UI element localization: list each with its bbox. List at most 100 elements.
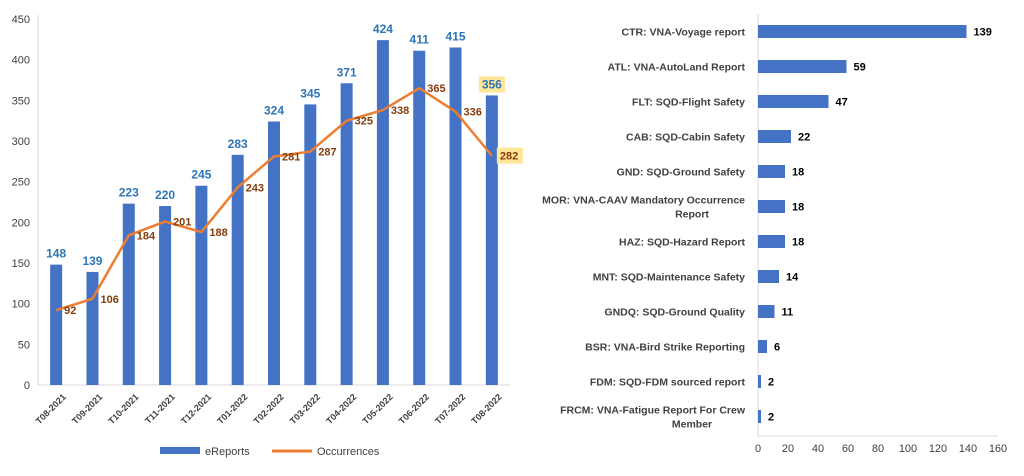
category-label-continued: Report: [675, 209, 709, 221]
y-tick-label: 50: [18, 339, 30, 351]
highlight-box: [496, 147, 523, 164]
report-type-data-label: 139: [974, 27, 992, 39]
report-type-data-label: 2: [768, 377, 774, 389]
ereports-bar: [376, 40, 389, 385]
x-tick-label: 20: [782, 443, 794, 455]
ereports-bar: [268, 121, 280, 385]
report-type-data-label: 18: [792, 202, 804, 214]
category-label: GNDQ: SQD-Ground Quality: [604, 307, 745, 319]
ereports-data-label: 223: [119, 186, 139, 200]
report-type-data-label: 11: [782, 307, 794, 319]
report-type-data-label: 18: [792, 167, 804, 179]
ereports-bar: [340, 83, 353, 386]
category-label: BSR: VNA-Bird Strike Reporting: [585, 342, 745, 354]
ereports-bar: [413, 50, 426, 385]
category-label: FRCM: VNA-Fatigue Report For Crew: [560, 405, 746, 417]
report-type-bar: [758, 95, 829, 108]
x-tick-label: T09-2021: [70, 392, 104, 426]
y-tick-label: 250: [12, 177, 30, 189]
legend: eReports Occurrences: [160, 446, 380, 458]
x-tick-label: T12-2021: [179, 392, 213, 426]
ereports-data-label: 356: [482, 77, 502, 91]
x-tick-label: T05-2022: [360, 392, 394, 426]
x-tick-label: 120: [929, 443, 947, 455]
report-type-bar: [758, 340, 767, 353]
x-tick-label: T04-2022: [324, 392, 358, 426]
ereports-bar: [86, 271, 99, 385]
highlight-box: [478, 76, 505, 93]
ereports-bar: [449, 47, 462, 385]
report-type-bar: [758, 60, 847, 73]
category-label: FDM: SQD-FDM sourced report: [590, 377, 746, 389]
occurrences-data-label: 338: [391, 105, 409, 117]
ereports-data-label: 283: [228, 137, 248, 151]
category-label: HAZ: SQD-Hazard Report: [619, 237, 746, 249]
x-tick-label: T08-2022: [469, 392, 503, 426]
ereports-bar: [122, 203, 135, 385]
occurrences-data-label: 243: [246, 182, 264, 194]
x-tick-label: 160: [989, 443, 1007, 455]
x-tick-label: T10-2021: [106, 392, 140, 426]
report-type-data-label: 18: [792, 237, 804, 249]
x-tick-label: T06-2022: [397, 392, 431, 426]
ereports-data-label: 245: [191, 168, 211, 182]
y-tick-label: 450: [12, 14, 30, 26]
ereports-data-label: 139: [82, 254, 102, 268]
legend-label-occurrences: Occurrences: [317, 446, 380, 458]
occurrences-data-label: 92: [64, 305, 76, 317]
report-type-bar: [758, 130, 791, 143]
x-tick-label: 140: [959, 443, 977, 455]
legend-label-ereports: eReports: [205, 446, 250, 458]
x-tick-label: T11-2021: [143, 392, 177, 426]
occurrences-data-label: 106: [100, 294, 118, 306]
occurrences-data-label: 336: [464, 107, 482, 119]
report-type-bar: [758, 25, 967, 38]
y-tick-label: 0: [24, 380, 30, 392]
x-tick-label: 100: [899, 443, 917, 455]
occurrences-data-label: 282: [500, 151, 518, 163]
occurrences-line: [55, 86, 493, 312]
report-type-data-label: 2: [768, 412, 774, 424]
category-label: GND: SQD-Ground Safety: [617, 167, 745, 179]
ereports-data-label: 411: [410, 33, 430, 47]
category-label: CAB: SQD-Cabin Safety: [626, 132, 745, 144]
y-tick-label: 200: [12, 217, 30, 229]
occurrences-data-label: 201: [173, 217, 191, 229]
report-type-bar: [758, 200, 785, 213]
category-label: FLT: SQD-Flight Safety: [632, 97, 745, 109]
ereports-data-label: 415: [446, 29, 466, 43]
x-tick-label: T02-2022: [252, 392, 286, 426]
ereports-data-label: 324: [264, 103, 284, 117]
y-tick-label: 350: [12, 95, 30, 107]
ereports-data-label: 148: [46, 247, 66, 261]
occurrences-data-label: 188: [209, 227, 227, 239]
occurrences-data-label: 365: [427, 83, 445, 95]
x-tick-label: 0: [755, 443, 761, 455]
report-type-bar: [758, 305, 775, 318]
ereports-data-label: 345: [300, 86, 320, 100]
category-label: CTR: VNA-Voyage report: [622, 27, 746, 39]
report-type-bar: [758, 410, 761, 423]
report-type-bar: [758, 235, 785, 248]
category-label: MOR: VNA-CAAV Mandatory Occurrence: [542, 195, 745, 207]
x-tick-label: T07-2022: [433, 392, 467, 426]
ereports-bar: [195, 185, 208, 385]
ereports-bar: [485, 95, 498, 385]
ereports-data-label: 424: [373, 22, 393, 36]
report-type-data-label: 47: [836, 97, 848, 109]
ereports-bar: [304, 104, 317, 386]
occurrences-data-label: 325: [355, 116, 373, 128]
occurrences-data-label: 184: [137, 230, 156, 242]
x-tick-label: T08-2021: [34, 392, 68, 426]
right-chart: 0 20 40 60 80 100 120 140 160 139 CTR: VNA-Voyage …: [542, 14, 1007, 455]
ereports-bar: [231, 154, 244, 385]
report-type-bar: [758, 165, 785, 178]
ereports-data-label: 371: [337, 65, 357, 79]
report-type-data-label: 14: [786, 272, 799, 284]
occurrences-data-label: 281: [282, 151, 300, 163]
category-label: ATL: VNA-AutoLand Report: [608, 62, 746, 74]
report-type-data-label: 22: [798, 132, 810, 144]
report-type-data-label: 6: [774, 342, 780, 354]
